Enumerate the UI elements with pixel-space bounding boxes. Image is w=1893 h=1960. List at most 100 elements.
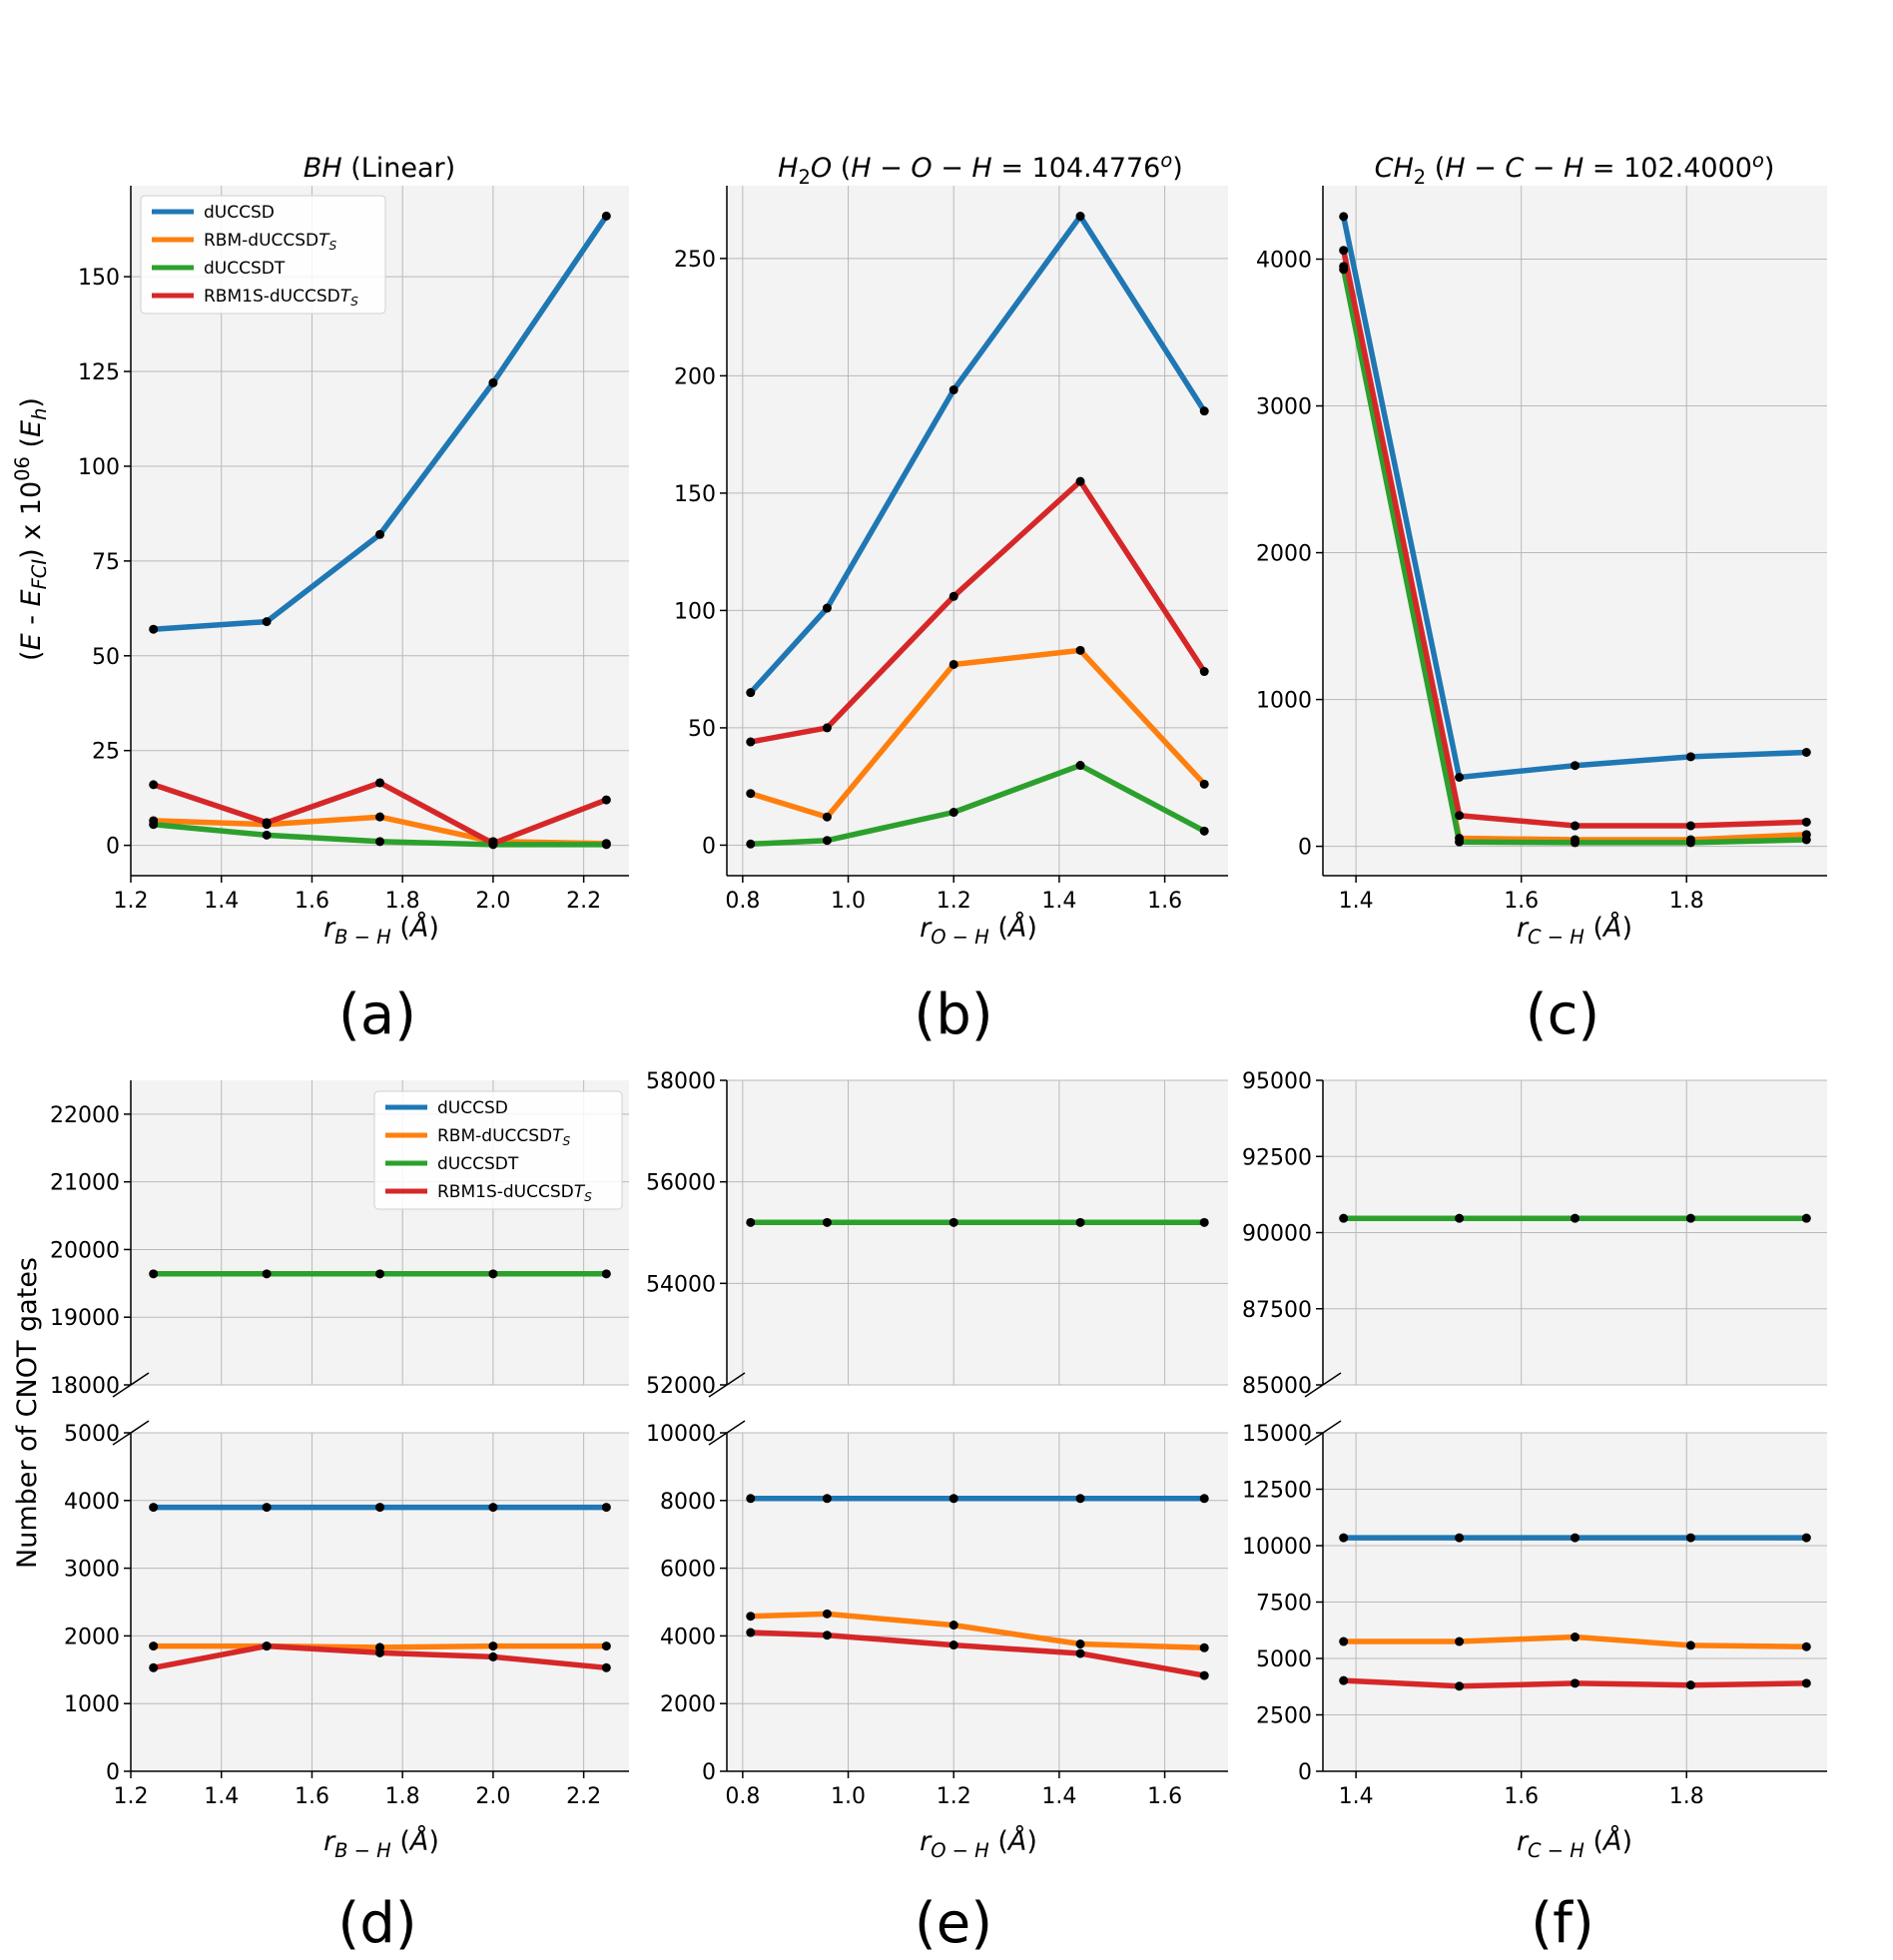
panel-label-a: (a): [338, 982, 416, 1047]
data-point-d-lower-RBM-dUCCSDT_S-0: [149, 1641, 159, 1651]
data-point-c-dUCCSDT-4: [1801, 835, 1811, 845]
plot-area-e-lower: [727, 1433, 1228, 1771]
axis-break-f-lower: [1304, 1420, 1342, 1446]
data-point-c-dUCCSD-1: [1455, 772, 1465, 782]
data-point-f-lower-dUCCSD-2: [1571, 1533, 1579, 1543]
axis-break-f-upper: [1304, 1372, 1342, 1398]
y-tick-label-c-4: 4000: [1256, 249, 1312, 274]
data-point-c-RBM1S-dUCCSDT_S-4: [1801, 817, 1811, 827]
legend-a: dUCCSD RBM-dUCCSDTS dUCCSDT RBM1S-dUCCSD…: [140, 195, 386, 315]
data-point-c-dUCCSD-2: [1571, 761, 1579, 771]
y-tick-label-d-upper-4: 22000: [50, 1103, 120, 1128]
x-tick-label-a-3: 1.8: [385, 889, 420, 914]
x-tick-label-d-lower-3: 1.8: [385, 1784, 420, 1809]
y-tick-label-e-lower-2: 4000: [660, 1625, 716, 1649]
data-point-f-lower-RBM-dUCCSDT_S-4: [1801, 1641, 1811, 1651]
data-point-f-lower-RBM1S-dUCCSDT_S-0: [1339, 1675, 1349, 1685]
data-point-e-lower-dUCCSD-3: [1075, 1494, 1085, 1504]
data-point-d-lower-dUCCSD-0: [149, 1503, 159, 1513]
legend-d-label-1: RBM-dUCCSDTS: [437, 1126, 571, 1148]
data-point-f-lower-RBM1S-dUCCSDT_S-3: [1685, 1680, 1695, 1690]
ylabel-cnot: Number of CNOT gates: [12, 1257, 43, 1569]
axis-break-d-upper: [112, 1372, 150, 1398]
y-tick-label-c-3: 3000: [1256, 395, 1312, 420]
y-tick-label-f-lower-0: 0: [1298, 1760, 1312, 1785]
y-tick-label-f-lower-2: 5000: [1256, 1647, 1312, 1672]
x-tick-label-a-2: 1.6: [295, 889, 329, 914]
data-point-e-lower-RBM-dUCCSDT_S-2: [948, 1621, 958, 1631]
data-point-a-dUCCSD-2: [375, 529, 384, 539]
data-point-c-dUCCSD-3: [1685, 752, 1695, 762]
data-point-a-RBM1S-dUCCSDT_S-1: [262, 818, 272, 828]
y-tick-label-c-2: 2000: [1256, 542, 1312, 567]
ylabel-energy: (E - EFCI) x 1006 (Eh): [11, 397, 51, 661]
data-point-e-upper-dUCCSDT-2: [948, 1217, 958, 1227]
data-point-e-lower-RBM-dUCCSDT_S-0: [746, 1612, 756, 1622]
data-point-c-dUCCSD-4: [1801, 748, 1811, 758]
data-point-b-dUCCSDT-3: [1075, 761, 1085, 771]
legend-d-label-0: dUCCSD: [437, 1098, 508, 1118]
x-tick-label-e-lower-3: 1.4: [1041, 1784, 1076, 1809]
y-tick-label-b-5: 250: [674, 248, 716, 273]
data-point-f-upper-dUCCSDT-3: [1685, 1213, 1695, 1223]
y-tick-label-d-upper-0: 18000: [50, 1374, 120, 1399]
data-point-b-dUCCSDT-1: [822, 836, 832, 846]
y-tick-label-f-lower-1: 2500: [1256, 1704, 1312, 1729]
data-point-b-RBM-dUCCSDT_S-4: [1199, 779, 1209, 789]
x-tick-label-d-lower-5: 2.2: [566, 1784, 601, 1809]
y-tick-label-f-upper-2: 90000: [1242, 1222, 1312, 1247]
xlabel-d: rB − H (Å): [323, 1825, 439, 1862]
data-point-e-lower-RBM1S-dUCCSDT_S-1: [822, 1631, 832, 1640]
data-point-c-dUCCSDT-3: [1685, 838, 1695, 848]
data-point-d-lower-dUCCSD-1: [262, 1503, 272, 1513]
y-tick-label-f-upper-1: 87500: [1242, 1298, 1312, 1323]
y-tick-label-a-3: 75: [92, 550, 120, 575]
y-tick-label-a-0: 0: [106, 835, 120, 860]
x-tick-label-e-lower-2: 1.2: [937, 1784, 971, 1809]
y-tick-label-e-lower-0: 0: [702, 1760, 716, 1785]
panel-label-b: (b): [914, 982, 992, 1047]
y-tick-label-b-4: 200: [674, 364, 716, 389]
data-point-b-RBM1S-dUCCSDT_S-2: [948, 591, 958, 601]
x-tick-label-d-lower-4: 2.0: [475, 1784, 510, 1809]
data-point-e-lower-dUCCSD-0: [746, 1494, 756, 1504]
data-point-f-upper-dUCCSDT-4: [1801, 1213, 1811, 1223]
data-point-b-dUCCSD-0: [746, 688, 756, 698]
x-tick-label-c-1: 1.6: [1504, 889, 1539, 914]
data-point-a-dUCCSD-3: [488, 377, 498, 387]
data-point-b-RBM1S-dUCCSDT_S-4: [1199, 667, 1209, 677]
x-tick-label-e-lower-4: 1.6: [1147, 1784, 1182, 1809]
data-point-f-lower-RBM1S-dUCCSDT_S-2: [1571, 1678, 1579, 1688]
y-tick-label-f-upper-4: 95000: [1242, 1069, 1312, 1094]
data-point-b-RBM1S-dUCCSDT_S-3: [1075, 476, 1085, 486]
data-point-a-dUCCSDT-2: [375, 837, 384, 847]
legend-a-label-2: dUCCSDT: [204, 259, 286, 279]
y-tick-label-d-upper-2: 20000: [50, 1238, 120, 1263]
data-point-c-RBM1S-dUCCSDT_S-2: [1571, 821, 1579, 831]
axis-break-e-upper: [708, 1372, 746, 1398]
x-tick-label-c-0: 1.4: [1339, 889, 1374, 914]
y-tick-label-c-0: 0: [1298, 836, 1312, 861]
data-point-b-RBM-dUCCSDT_S-3: [1075, 645, 1085, 655]
data-point-e-lower-RBM-dUCCSDT_S-4: [1199, 1642, 1209, 1652]
panel-label-e: (e): [915, 1891, 992, 1956]
data-point-a-RBM1S-dUCCSDT_S-4: [601, 795, 611, 805]
y-tick-label-d-lower-4: 4000: [64, 1490, 120, 1515]
y-tick-label-f-upper-3: 92500: [1242, 1145, 1312, 1170]
y-tick-label-a-5: 125: [78, 360, 120, 385]
y-tick-label-f-upper-0: 85000: [1242, 1374, 1312, 1399]
y-tick-label-d-upper-1: 19000: [50, 1306, 120, 1331]
y-tick-label-f-lower-5: 12500: [1242, 1479, 1312, 1504]
data-point-e-lower-RBM1S-dUCCSDT_S-4: [1199, 1670, 1209, 1680]
data-point-a-dUCCSDT-1: [262, 830, 272, 840]
title-b: H2O (H − O − H = 104.4776o): [778, 149, 1183, 189]
y-tick-label-f-lower-6: 15000: [1242, 1422, 1312, 1447]
y-tick-label-d-lower-5: 5000: [64, 1422, 120, 1447]
data-point-f-lower-dUCCSD-3: [1685, 1533, 1695, 1543]
x-tick-label-b-0: 0.8: [725, 889, 760, 914]
legend-d: dUCCSD RBM-dUCCSDTS dUCCSDT RBM1S-dUCCSD…: [373, 1090, 623, 1210]
data-point-e-upper-dUCCSDT-0: [746, 1217, 756, 1227]
x-tick-label-e-lower-1: 1.0: [831, 1784, 866, 1809]
data-point-f-lower-dUCCSD-4: [1801, 1533, 1811, 1543]
